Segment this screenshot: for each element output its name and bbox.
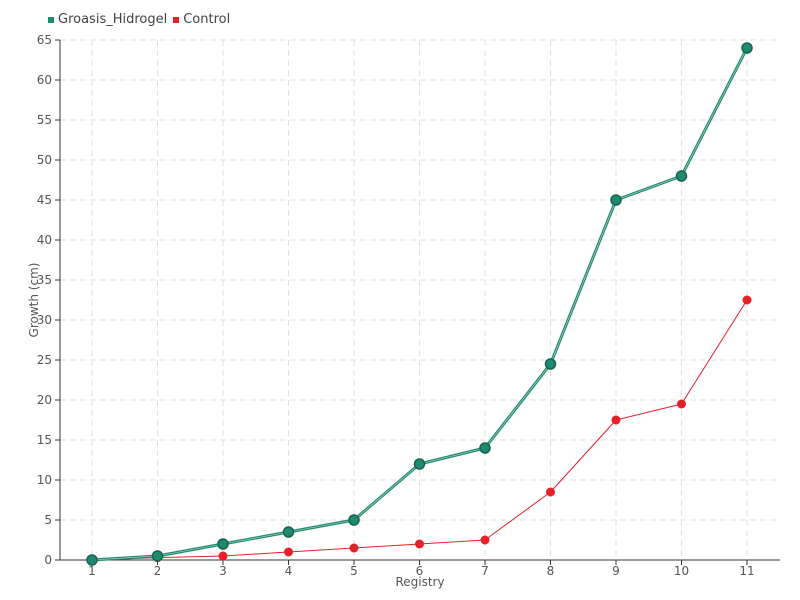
- data-point-control: [284, 547, 293, 557]
- data-point-control: [677, 399, 686, 409]
- data-point-control: [546, 487, 555, 497]
- data-point-groasis: [675, 170, 688, 182]
- x-tick-label: 2: [154, 564, 162, 578]
- legend-swatch-groasis: [48, 16, 54, 23]
- y-tick-label: 5: [44, 513, 52, 527]
- y-tick-label: 10: [37, 473, 52, 487]
- y-tick-label: 30: [37, 313, 52, 327]
- y-tick-label: 60: [37, 73, 52, 87]
- x-tick-label: 11: [739, 564, 754, 578]
- x-ticks: 1 2 3 4 5 6 7 8 9 10 11: [88, 560, 755, 578]
- data-point-groasis: [479, 442, 491, 454]
- y-tick-label: 0: [44, 553, 52, 567]
- data-point-control: [415, 539, 424, 549]
- grid-lines: [60, 39, 780, 560]
- x-tick-label: 9: [612, 564, 620, 578]
- y-ticks: 0 5 10 15 20 25 30 35 40 45 50 55 60 65: [37, 33, 60, 567]
- y-tick-label: 45: [37, 193, 52, 207]
- y-tick-label: 55: [37, 113, 52, 127]
- y-tick-label: 25: [37, 353, 52, 367]
- data-point-groasis: [151, 550, 164, 562]
- data-point-groasis: [217, 538, 229, 550]
- data-point-control: [480, 535, 490, 545]
- data-point-groasis: [282, 526, 295, 538]
- data-point-control: [742, 295, 752, 305]
- x-tick-label: 5: [350, 564, 358, 578]
- x-tick-label: 4: [285, 564, 293, 578]
- x-axis-title: Registry: [395, 575, 444, 589]
- y-tick-label: 40: [37, 233, 52, 247]
- y-tick-label: 20: [37, 393, 52, 407]
- data-point-control: [611, 415, 621, 425]
- x-tick-label: 3: [219, 564, 227, 578]
- legend-label-groasis: Groasis_Hidrogel: [58, 12, 168, 27]
- data-point-groasis: [86, 554, 98, 566]
- data-point-groasis: [348, 514, 360, 526]
- data-point-groasis: [413, 458, 426, 470]
- chart-legend: Groasis_Hidrogel Control: [48, 12, 236, 27]
- legend-item-groasis[interactable]: Groasis_Hidrogel: [48, 12, 167, 27]
- legend-label-control: Control: [183, 12, 231, 27]
- y-tick-label: 65: [37, 33, 52, 47]
- y-axis-title: Growth (cm): [27, 263, 41, 338]
- data-point-control: [349, 543, 359, 553]
- series-group: [86, 42, 753, 566]
- legend-item-control[interactable]: Control: [173, 12, 230, 27]
- x-tick-label: 10: [674, 564, 689, 578]
- data-point-groasis: [544, 358, 557, 370]
- x-tick-label: 8: [547, 564, 555, 578]
- data-point-groasis: [610, 194, 622, 206]
- y-tick-label: 15: [37, 433, 52, 447]
- y-tick-label: 50: [37, 153, 52, 167]
- data-point-groasis: [741, 42, 753, 54]
- x-tick-label: 1: [88, 564, 96, 578]
- data-point-control: [218, 551, 228, 561]
- x-tick-label: 7: [481, 564, 489, 578]
- x-tick-label: 6: [416, 564, 424, 578]
- legend-swatch-control: [173, 16, 180, 23]
- y-tick-label: 35: [37, 273, 52, 287]
